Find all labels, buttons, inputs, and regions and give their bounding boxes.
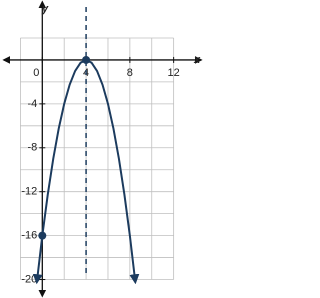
x-tick-label: 8 bbox=[127, 67, 133, 79]
point bbox=[38, 231, 47, 240]
y-tick-label: -8 bbox=[28, 142, 38, 154]
x-tick-label: 0 bbox=[33, 67, 39, 79]
y-tick-label: -16 bbox=[21, 230, 37, 242]
x-tick-label: 12 bbox=[168, 67, 180, 79]
y-tick-label: -4 bbox=[28, 98, 38, 110]
grid bbox=[20, 37, 175, 280]
x-axis-label: x bbox=[193, 54, 201, 66]
chart: 04812-4-8-12-16-20 x y bbox=[2, 0, 203, 298]
axes: 04812-4-8-12-16-20 bbox=[2, 0, 203, 298]
y-axis-label: y bbox=[41, 3, 49, 15]
marks bbox=[32, 7, 140, 285]
y-tick-label: -20 bbox=[21, 273, 37, 285]
point bbox=[82, 55, 91, 64]
y-tick-label: -12 bbox=[21, 186, 37, 198]
